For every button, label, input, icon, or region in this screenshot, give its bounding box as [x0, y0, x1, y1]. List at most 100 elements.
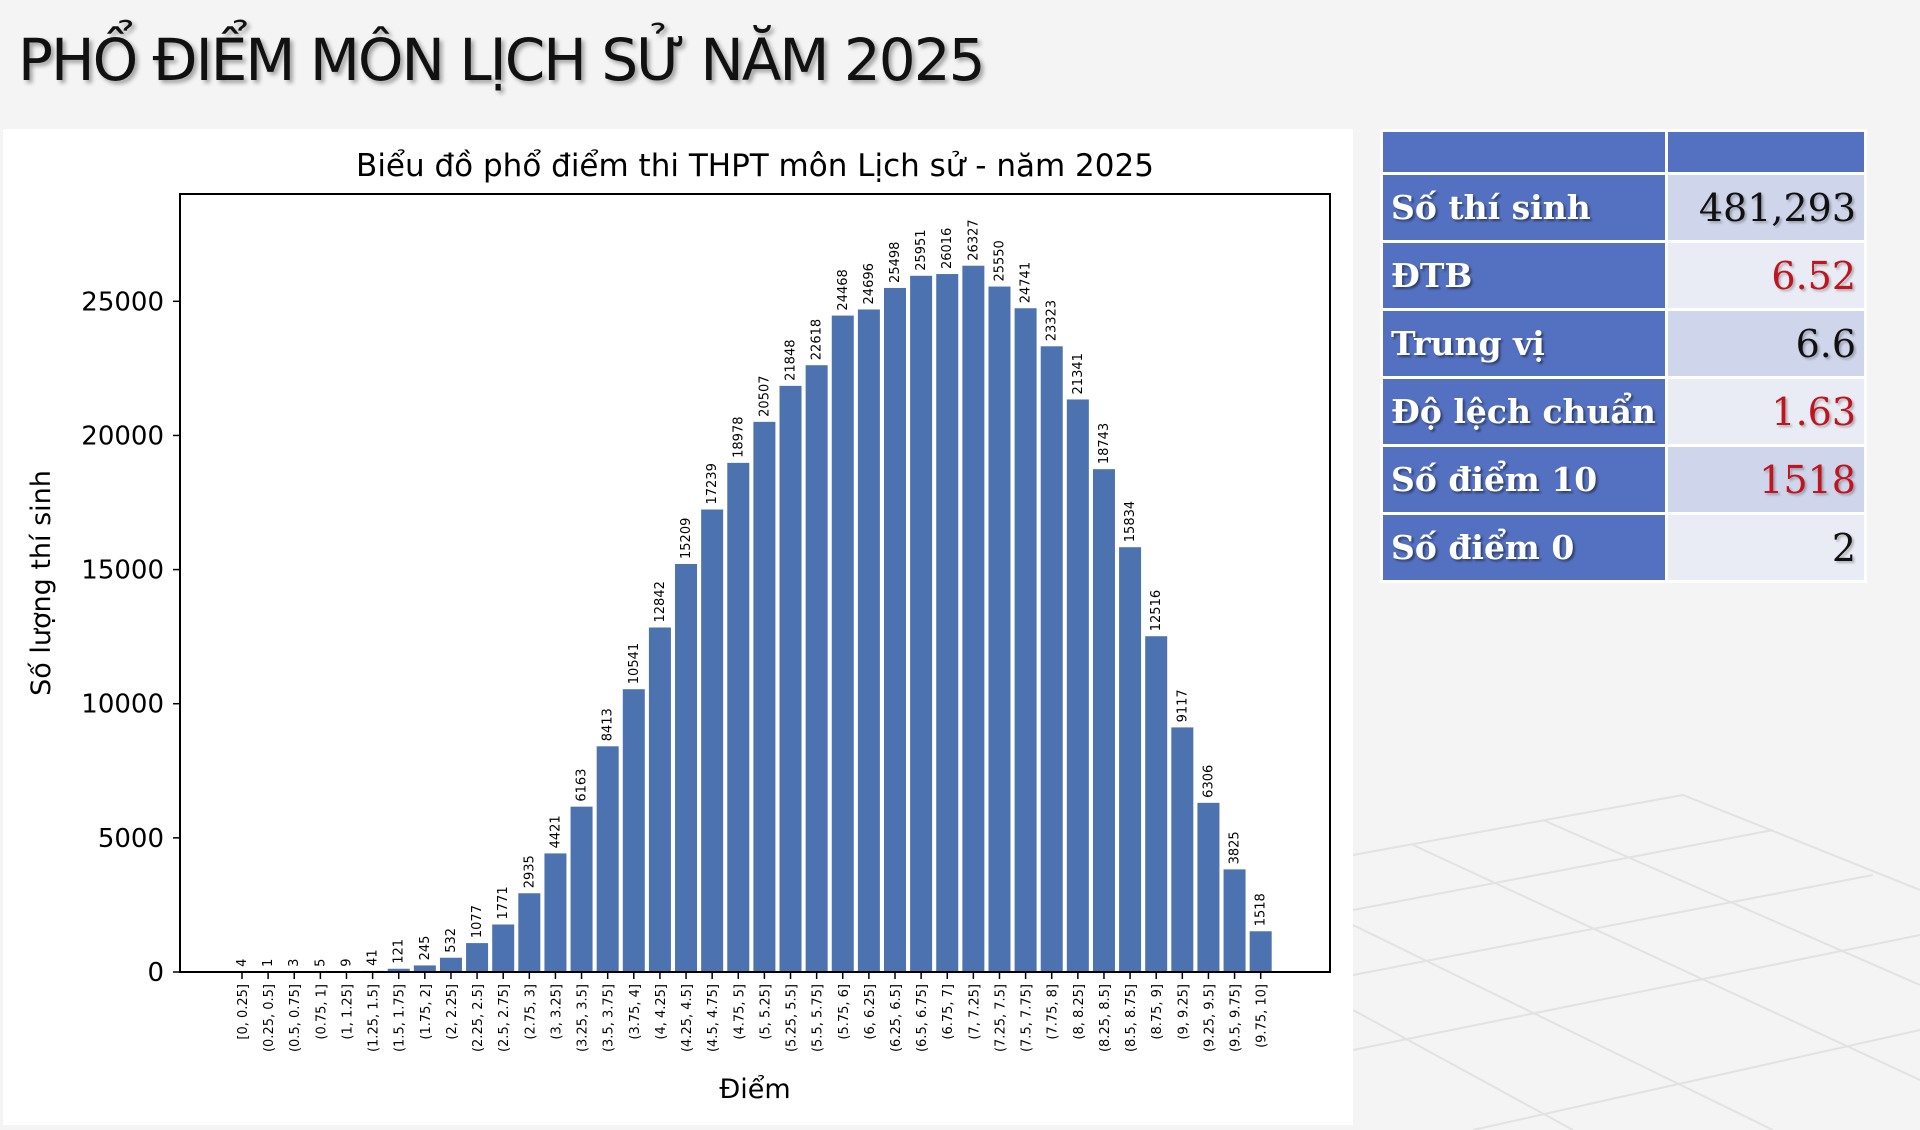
bar	[544, 853, 567, 972]
x-tick-label: (8.25, 8.5]	[1098, 984, 1113, 1052]
x-tick-label: (6.75, 7]	[941, 984, 956, 1040]
x-tick-label: (8.5, 8.75]	[1124, 984, 1139, 1052]
x-tick-label: (9.25, 9.5]	[1202, 984, 1217, 1052]
x-tick-label: (5.5, 5.75]	[811, 984, 826, 1052]
y-tick-label: 5000	[98, 824, 164, 854]
y-tick-label: 0	[147, 958, 164, 988]
x-tick-label: (2.5, 2.75]	[497, 984, 512, 1052]
x-tick-label: (3.5, 3.75]	[602, 984, 617, 1052]
stat-label: Độ lệch chuẩn	[1380, 376, 1668, 447]
bar	[413, 965, 436, 972]
stat-label: ĐTB	[1380, 240, 1668, 311]
x-tick-label: (7.25, 7.5]	[993, 984, 1008, 1052]
bar-value-label: 21341	[1071, 353, 1086, 394]
x-tick-label: (0.75, 1]	[314, 984, 329, 1040]
x-tick-label: (9, 9.25]	[1176, 984, 1191, 1040]
x-tick-label: (6, 6.25]	[863, 984, 878, 1040]
x-tick-label: (4, 4.25]	[654, 984, 669, 1040]
bar-value-label: 3	[287, 959, 302, 967]
value-labels-group: 4 1 3 5 9 41 121 245 532107717712935442161638413…	[235, 219, 1269, 967]
bar	[596, 746, 619, 972]
chart-title: Biểu đồ phổ điểm thi THPT môn Lịch sử - …	[356, 148, 1154, 184]
stats-row: Số thí sinh 481,293	[1380, 172, 1867, 243]
bar-value-label: 18978	[731, 417, 746, 458]
bar-value-label: 1518	[1254, 893, 1269, 926]
x-tick-label: (5, 5.25]	[758, 984, 773, 1040]
stats-row: Số điểm 10 1518	[1380, 444, 1867, 515]
bar-value-label: 25951	[914, 229, 929, 270]
bar-value-label: 9117	[1175, 689, 1190, 722]
statistics-table: Số thí sinh 481,293 ĐTB 6.52 Trung vị 6.…	[1380, 129, 1867, 583]
bar-value-label: 8413	[601, 708, 616, 741]
bar	[466, 943, 489, 972]
x-tick-label: (3.75, 4]	[628, 984, 643, 1040]
bar-value-label: 12516	[1149, 590, 1164, 631]
x-tick-label: (1.25, 1.5]	[367, 984, 382, 1052]
x-tick-label: (2.25, 2.5]	[471, 984, 486, 1052]
x-tick-label: (1, 1.25]	[340, 984, 355, 1040]
page-title: PHỔ ĐIỂM MÔN LỊCH SỬ NĂM 2025	[18, 26, 985, 94]
bar-value-label: 2935	[522, 855, 537, 888]
y-axis-ticks: 0 5000 10000 15000 20000 25000	[81, 287, 180, 988]
x-tick-label: (7, 7.25]	[967, 984, 982, 1040]
bar-value-label: 17239	[705, 463, 720, 504]
x-tick-label: (9.75, 10]	[1255, 984, 1270, 1048]
bar-value-label: 20507	[757, 375, 772, 416]
y-tick-label: 10000	[81, 690, 164, 720]
stat-value: 6.6	[1665, 308, 1867, 379]
stats-header-cell	[1380, 129, 1668, 175]
bar	[622, 689, 645, 972]
x-tick-label: (1.75, 2]	[419, 984, 434, 1040]
bar	[962, 265, 985, 972]
stat-value: 1.63	[1665, 376, 1867, 447]
histogram-chart: Biểu đồ phổ điểm thi THPT môn Lịch sử - …	[26, 148, 1331, 1105]
x-tick-label: (4.25, 4.5]	[680, 984, 695, 1052]
bar	[1171, 727, 1194, 972]
bar-value-label: 9	[339, 958, 354, 966]
bar-value-label: 41	[366, 949, 381, 966]
bar	[1223, 869, 1246, 972]
bar-value-label: 6306	[1201, 765, 1216, 798]
bar-value-label: 23323	[1045, 300, 1060, 341]
bar-value-label: 15834	[1123, 501, 1138, 542]
stats-row: Độ lệch chuẩn 1.63	[1380, 376, 1867, 447]
chart-panel: Biểu đồ phổ điểm thi THPT môn Lịch sử - …	[3, 129, 1353, 1125]
stat-value: 481,293	[1665, 172, 1867, 243]
bar	[884, 287, 906, 972]
bar-value-label: 121	[392, 939, 407, 964]
x-tick-label: (8, 8.25]	[1072, 984, 1087, 1040]
bar	[387, 968, 410, 972]
x-tick-label: (3, 3.25]	[549, 984, 564, 1040]
x-tick-label: (3.25, 3.5]	[576, 984, 591, 1052]
bar	[1145, 636, 1168, 972]
bar	[1197, 802, 1220, 972]
bar-value-label: 24696	[862, 263, 877, 304]
bar	[779, 385, 802, 972]
x-tick-label: (0.25, 0.5]	[262, 984, 277, 1052]
bar	[910, 275, 933, 972]
bar-value-label: 6163	[575, 769, 590, 802]
bar-value-label: 1077	[470, 905, 485, 938]
y-tick-label: 20000	[81, 421, 164, 451]
stat-value: 1518	[1665, 444, 1867, 515]
bars-group	[231, 265, 1272, 973]
bar-value-label: 3825	[1228, 831, 1243, 864]
y-tick-label: 15000	[81, 556, 164, 586]
stat-label: Trung vị	[1380, 308, 1668, 379]
x-tick-label: (9.5, 9.75]	[1229, 984, 1244, 1052]
x-tick-label: (4.5, 4.75]	[706, 984, 721, 1052]
x-axis-ticks: [0, 0.25] (0.25, 0.5] (0.5, 0.75] (0.75, 1]…	[236, 972, 1270, 1052]
bar-value-label: 25550	[992, 240, 1007, 281]
bar	[1092, 469, 1115, 972]
bar	[1249, 931, 1272, 972]
x-tick-label: (0.5, 0.75]	[288, 984, 303, 1052]
x-tick-label: (2.75, 3]	[523, 984, 538, 1040]
bar	[1066, 399, 1089, 973]
bar	[570, 806, 593, 972]
stats-row: ĐTB 6.52	[1380, 240, 1867, 311]
x-tick-label: (5.75, 6]	[837, 984, 852, 1040]
bar	[988, 286, 1011, 972]
bar-value-label: 26327	[966, 219, 981, 260]
x-tick-label: (6.25, 6.5]	[889, 984, 904, 1052]
y-tick-label: 25000	[81, 287, 164, 317]
